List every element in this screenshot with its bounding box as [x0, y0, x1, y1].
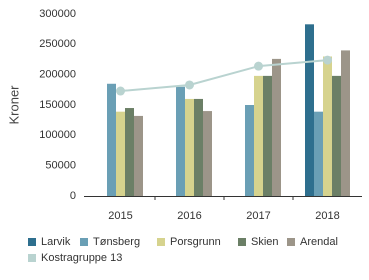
bar: [107, 83, 116, 196]
line: [120, 59, 328, 93]
y-tick-label: 300000: [39, 8, 76, 20]
bar: [341, 50, 350, 197]
bar: [272, 58, 281, 196]
bar: [314, 111, 323, 196]
legend-swatch: [80, 238, 88, 246]
y-axis-label: Kroner: [6, 85, 21, 125]
bar: [185, 98, 194, 196]
bar: [116, 111, 125, 196]
legend-swatch: [287, 238, 295, 246]
legend-label: Skien: [251, 236, 279, 248]
bar: [134, 115, 143, 196]
y-tick-label: 250000: [39, 38, 76, 50]
y-tick-label: 50000: [45, 160, 76, 172]
y-tick-label: 0: [70, 190, 76, 202]
bar: [332, 75, 341, 196]
legend-label: Tønsberg: [93, 236, 140, 248]
line-point: [254, 61, 263, 71]
legend-swatch: [28, 238, 36, 246]
line-point: [185, 80, 194, 90]
legend-label: Arendal: [300, 236, 338, 248]
bar: [323, 56, 332, 196]
y-tick-label: 150000: [39, 99, 76, 111]
legend-label: Larvik: [41, 236, 71, 248]
legend-label: Porsgrunn: [170, 236, 221, 248]
line-point: [323, 55, 332, 65]
bar: [194, 98, 203, 196]
bar: [203, 111, 212, 196]
y-tick-label: 200000: [39, 69, 76, 81]
x-tick-label: 2016: [177, 210, 201, 222]
x-tick-label: 2018: [315, 210, 339, 222]
legend-swatch: [157, 238, 165, 246]
x-tick-label: 2017: [246, 210, 270, 222]
line-point: [116, 86, 125, 96]
bar: [254, 75, 263, 196]
bar: [125, 108, 134, 196]
bar: [245, 105, 254, 196]
bar: [176, 86, 185, 196]
legend-swatch: [238, 238, 246, 246]
bar: [263, 75, 272, 196]
legend-swatch: [28, 254, 36, 262]
legend-label: Kostragruppe 13: [41, 252, 122, 264]
x-tick-label: 2015: [108, 210, 132, 222]
bar: [305, 24, 314, 196]
y-tick-label: 100000: [39, 129, 76, 141]
